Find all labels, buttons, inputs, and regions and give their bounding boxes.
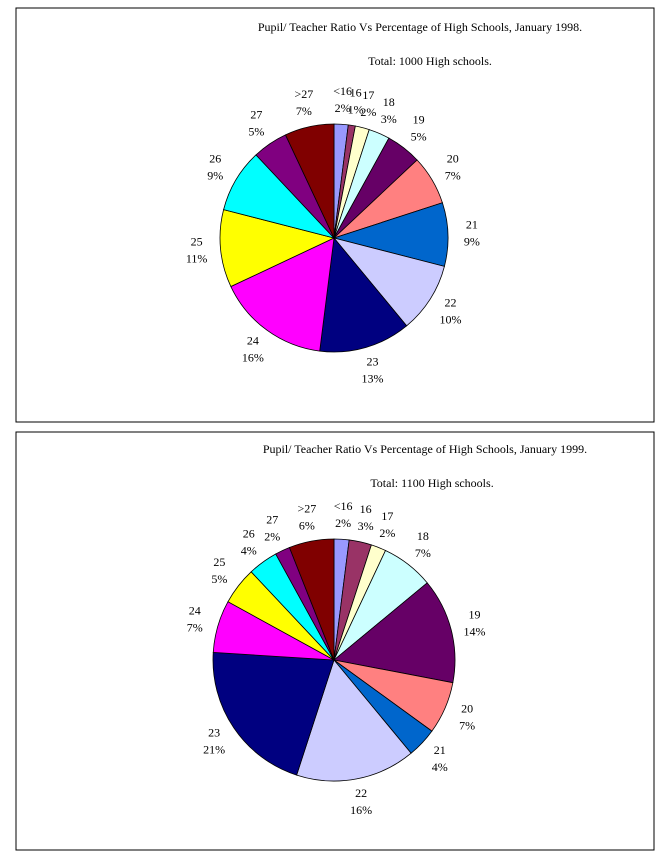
slice-category-label: 22 [445,296,457,310]
slice-value-label: 5% [211,572,227,586]
slice-value-label: 11% [186,252,208,266]
slice-category-label: 21 [466,217,478,231]
slice-category-label: 18 [383,95,395,109]
slice-value-label: 2% [379,526,395,540]
slice-value-label: 10% [440,313,462,327]
slice-value-label: 1% [348,102,364,116]
slice-category-label: 18 [417,529,429,543]
slice-category-label: 19 [468,608,480,622]
slice-value-label: 7% [296,104,312,118]
slice-value-label: 5% [248,125,264,139]
chart-title: Pupil/ Teacher Ratio Vs Percentage of Hi… [258,20,582,34]
slice-value-label: 16% [242,350,264,364]
slice-category-label: 26 [209,152,221,166]
slice-value-label: 9% [464,234,480,248]
slice-category-label: 23 [208,725,220,739]
pie-slice [212,651,335,776]
slice-category-label: 23 [367,354,379,368]
chart-frame [15,7,655,423]
slice-value-label: 14% [463,625,485,639]
pie-slice [296,659,412,782]
pie-slice [230,237,335,352]
slice-value-label: 2% [360,105,376,119]
slice-category-label: 27 [250,108,262,122]
slice-value-label: 7% [445,169,461,183]
slice-category-label: <16 [333,84,352,98]
slice-value-label: 3% [358,519,374,533]
slice-category-label: 21 [434,743,446,757]
chart-frame [15,431,655,851]
slice-category-label: 24 [189,603,201,617]
slice-value-label: 7% [459,718,475,732]
slice-category-label: 17 [362,88,374,102]
slice-category-label: >27 [297,501,316,515]
chart-subtitle: Total: 1100 High schools. [370,476,493,490]
slice-value-label: 13% [362,371,384,385]
chart-title: Pupil/ Teacher Ratio Vs Percentage of Hi… [263,442,587,456]
pie-slice [219,209,336,288]
slice-value-label: 7% [187,620,203,634]
slice-category-label: 19 [413,113,425,127]
slice-value-label: 3% [381,112,397,126]
slice-category-label: 17 [381,509,393,523]
slice-value-label: 16% [350,803,372,817]
slice-category-label: 22 [355,786,367,800]
slice-category-label: 16 [360,502,372,516]
slice-category-label: 20 [447,152,459,166]
slice-value-label: 7% [415,546,431,560]
slice-value-label: 2% [335,516,351,530]
slice-value-label: 2% [335,101,351,115]
slice-category-label: 20 [461,701,473,715]
pie-slice [288,538,335,661]
slice-value-label: 4% [241,543,257,557]
slice-value-label: 6% [299,518,315,532]
slice-category-label: <16 [334,499,353,513]
slice-category-label: 25 [213,555,225,569]
slice-category-label: 16 [350,85,362,99]
pie-slice [284,123,335,239]
slice-value-label: 5% [411,130,427,144]
pie-slice [332,237,445,327]
pie-slice [319,237,408,353]
slice-category-label: >27 [295,87,314,101]
slice-category-label: 25 [191,235,203,249]
slice-category-label: 26 [243,526,255,540]
slice-value-label: 9% [207,169,223,183]
slice-value-label: 4% [432,760,448,774]
slice-value-label: 21% [203,742,225,756]
slice-category-label: 24 [247,333,259,347]
pie-slice [333,582,456,684]
slice-category-label: 27 [266,513,278,527]
slice-value-label: 2% [264,530,280,544]
chart-subtitle: Total: 1000 High schools. [368,54,492,68]
